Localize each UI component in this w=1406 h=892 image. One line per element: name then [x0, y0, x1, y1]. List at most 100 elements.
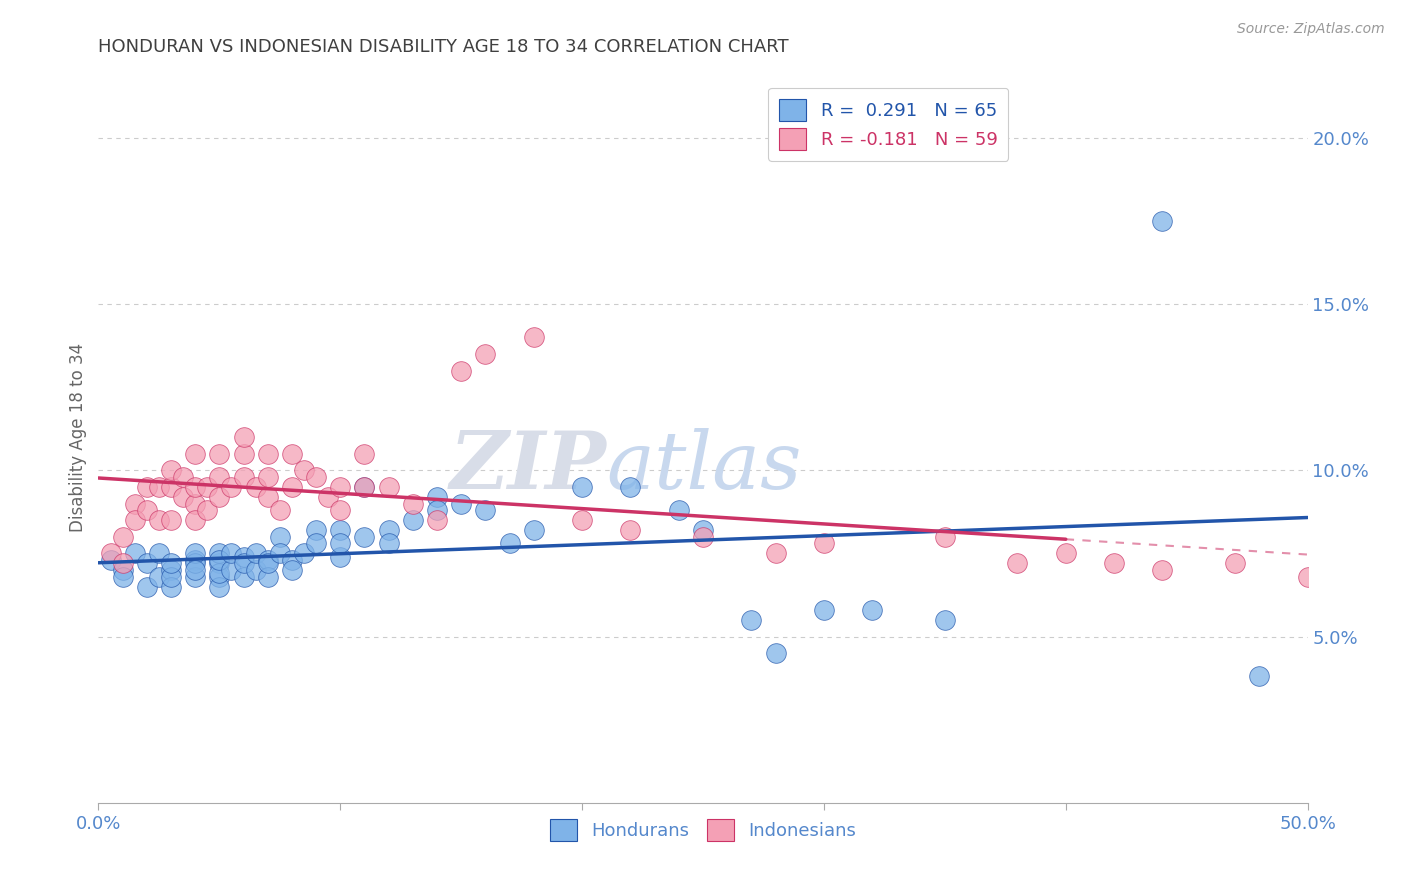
Point	[402, 513, 425, 527]
Point	[245, 480, 267, 494]
Point	[692, 523, 714, 537]
Text: Source: ZipAtlas.com: Source: ZipAtlas.com	[1237, 22, 1385, 37]
Point	[160, 580, 183, 594]
Point	[184, 447, 207, 461]
Point	[1296, 570, 1319, 584]
Point	[208, 557, 231, 571]
Point	[281, 563, 304, 577]
Point	[172, 490, 194, 504]
Point	[256, 447, 278, 461]
Point	[208, 447, 231, 461]
Point	[377, 536, 399, 550]
Point	[221, 546, 243, 560]
Point	[450, 363, 472, 377]
Point	[1054, 546, 1077, 560]
Point	[402, 497, 425, 511]
Point	[668, 503, 690, 517]
Point	[305, 536, 328, 550]
Point	[316, 490, 339, 504]
Point	[329, 503, 352, 517]
Point	[256, 470, 278, 484]
Point	[232, 549, 254, 564]
Point	[523, 330, 546, 344]
Point	[245, 546, 267, 560]
Point	[160, 563, 183, 577]
Point	[329, 536, 352, 550]
Point	[934, 530, 956, 544]
Point	[1223, 557, 1246, 571]
Point	[305, 523, 328, 537]
Point	[523, 523, 546, 537]
Point	[148, 513, 170, 527]
Point	[111, 563, 134, 577]
Point	[377, 480, 399, 494]
Point	[426, 503, 449, 517]
Point	[1152, 563, 1174, 577]
Point	[1102, 557, 1125, 571]
Point	[135, 503, 157, 517]
Point	[619, 480, 641, 494]
Point	[232, 430, 254, 444]
Point	[195, 503, 218, 517]
Point	[474, 503, 496, 517]
Point	[292, 546, 315, 560]
Point	[1249, 669, 1271, 683]
Point	[353, 530, 375, 544]
Text: atlas: atlas	[606, 427, 801, 505]
Point	[221, 480, 243, 494]
Point	[860, 603, 883, 617]
Point	[281, 480, 304, 494]
Point	[281, 447, 304, 461]
Point	[184, 557, 207, 571]
Point	[498, 536, 520, 550]
Point	[221, 563, 243, 577]
Point	[184, 570, 207, 584]
Point	[135, 580, 157, 594]
Point	[100, 553, 122, 567]
Point	[160, 513, 183, 527]
Point	[232, 557, 254, 571]
Point	[353, 447, 375, 461]
Point	[124, 546, 146, 560]
Point	[426, 513, 449, 527]
Point	[232, 570, 254, 584]
Point	[353, 480, 375, 494]
Point	[208, 553, 231, 567]
Point	[813, 603, 835, 617]
Legend: Hondurans, Indonesians: Hondurans, Indonesians	[543, 812, 863, 848]
Point	[172, 470, 194, 484]
Point	[208, 470, 231, 484]
Point	[184, 513, 207, 527]
Point	[1152, 214, 1174, 228]
Point	[256, 553, 278, 567]
Point	[160, 463, 183, 477]
Point	[232, 470, 254, 484]
Point	[256, 490, 278, 504]
Point	[135, 557, 157, 571]
Point	[124, 513, 146, 527]
Point	[135, 480, 157, 494]
Point	[245, 563, 267, 577]
Point	[813, 536, 835, 550]
Y-axis label: Disability Age 18 to 34: Disability Age 18 to 34	[69, 343, 87, 532]
Point	[281, 553, 304, 567]
Point	[160, 570, 183, 584]
Point	[184, 480, 207, 494]
Point	[740, 613, 762, 627]
Point	[232, 447, 254, 461]
Point	[148, 570, 170, 584]
Point	[184, 497, 207, 511]
Point	[305, 470, 328, 484]
Point	[353, 480, 375, 494]
Point	[195, 480, 218, 494]
Text: HONDURAN VS INDONESIAN DISABILITY AGE 18 TO 34 CORRELATION CHART: HONDURAN VS INDONESIAN DISABILITY AGE 18…	[98, 38, 789, 56]
Point	[208, 570, 231, 584]
Point	[426, 490, 449, 504]
Point	[1007, 557, 1029, 571]
Point	[329, 480, 352, 494]
Point	[256, 570, 278, 584]
Point	[619, 523, 641, 537]
Point	[292, 463, 315, 477]
Point	[269, 546, 291, 560]
Point	[474, 347, 496, 361]
